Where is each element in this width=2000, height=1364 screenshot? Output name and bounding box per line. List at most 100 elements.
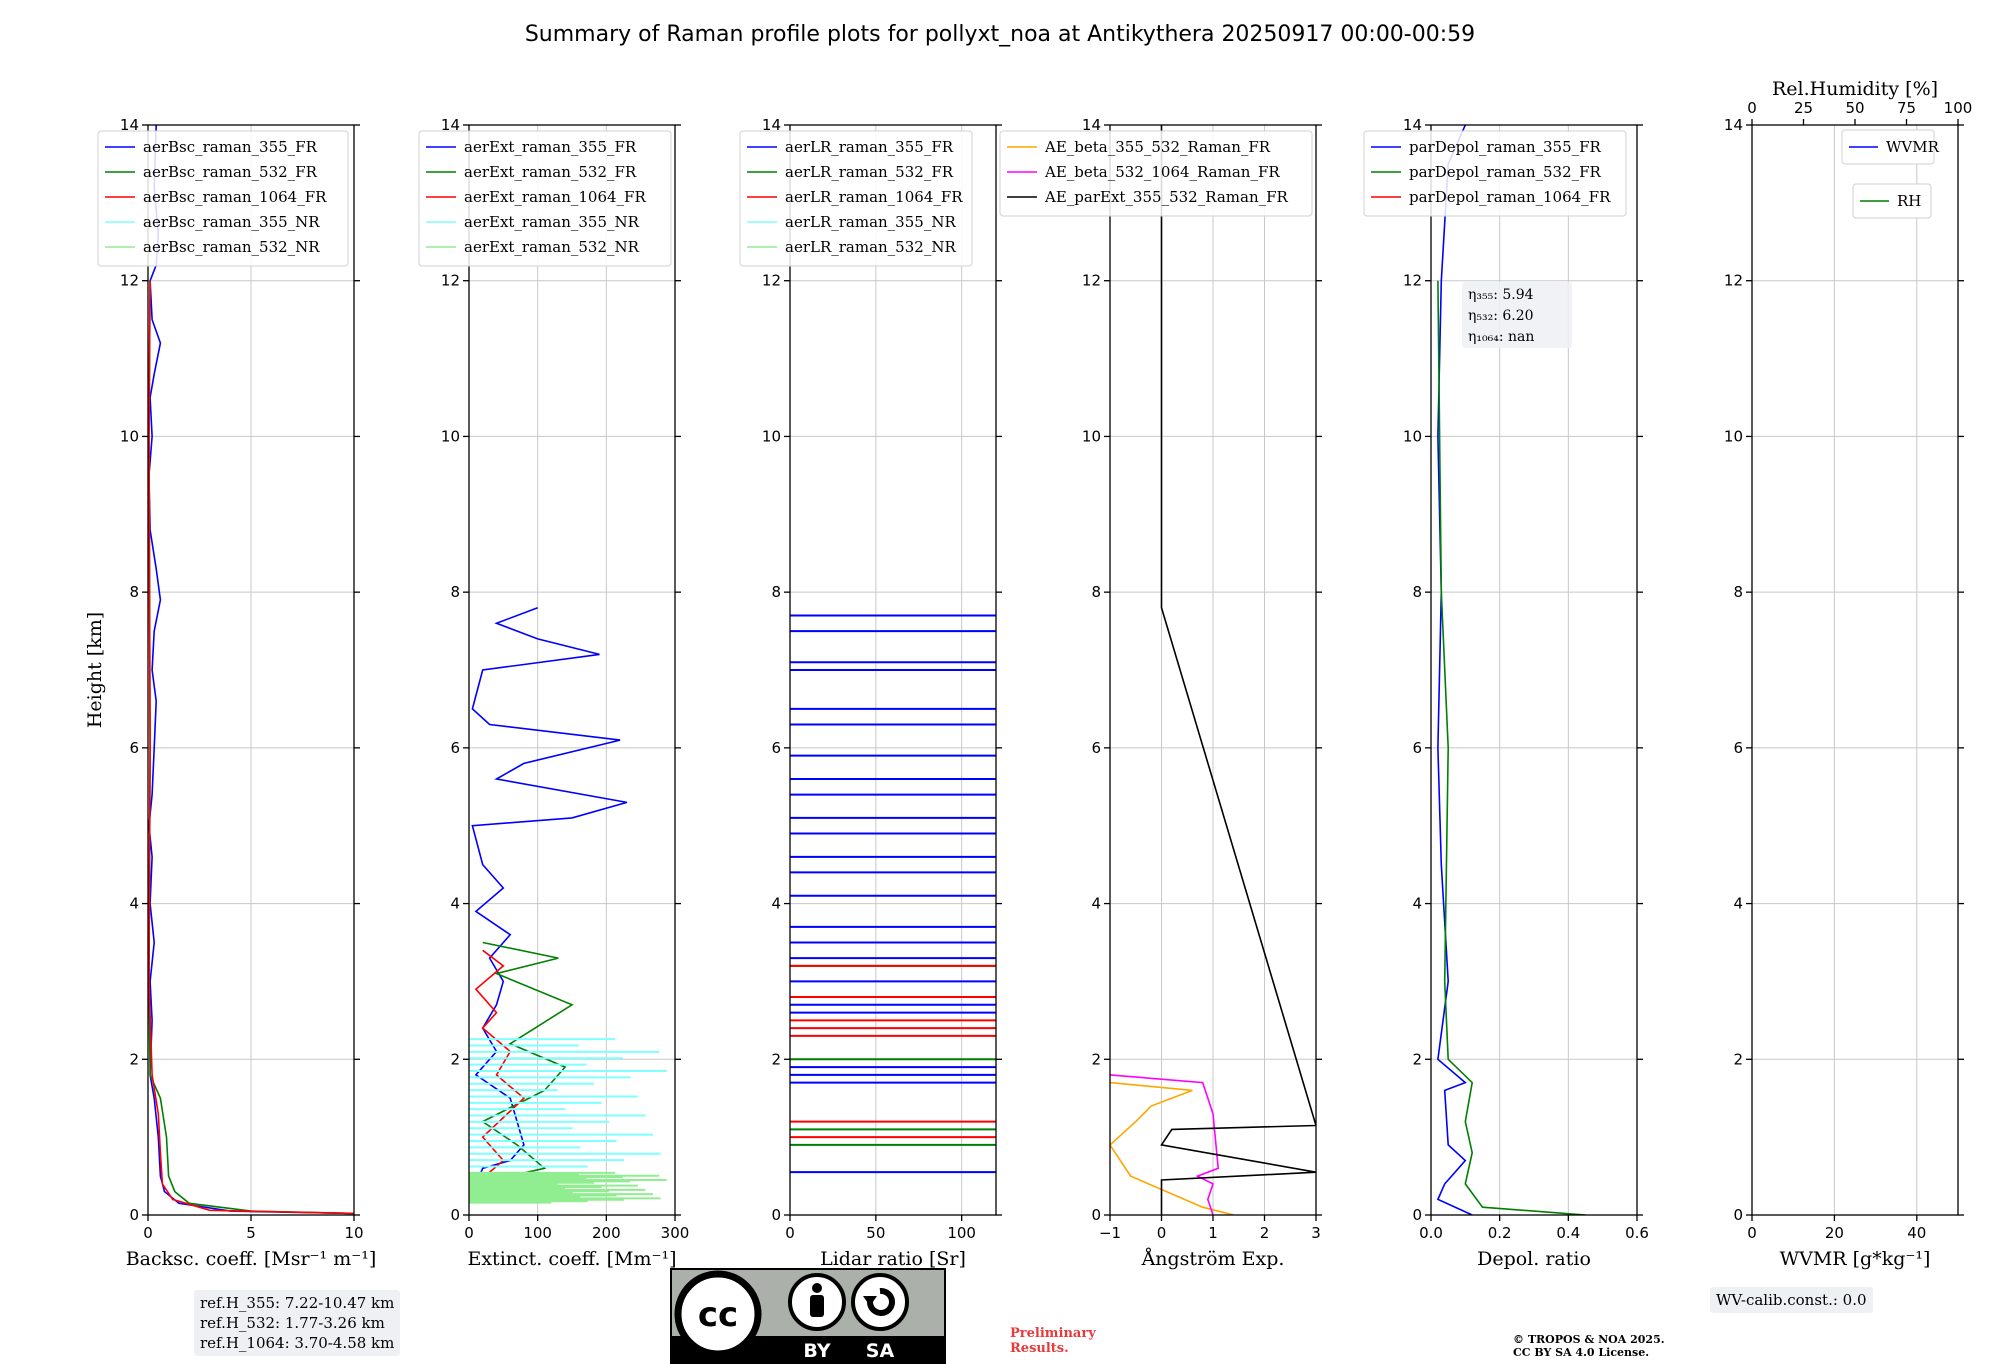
- y-tick-label: 12: [1082, 272, 1101, 290]
- y-tick-label: 2: [450, 1050, 460, 1068]
- x2-tick-label: 25: [1794, 99, 1813, 117]
- x-tick-label: 0.6: [1625, 1224, 1649, 1242]
- y-tick-label: 0: [1091, 1206, 1101, 1224]
- legend-entry: aerLR_raman_532_NR: [785, 238, 956, 256]
- x-axis-label: Backsc. coeff. [Msr⁻¹ m⁻¹]: [126, 1248, 377, 1270]
- y-tick-label: 6: [450, 739, 460, 757]
- x-tick-label: 100: [523, 1224, 552, 1242]
- x-tick-label: −1: [1099, 1224, 1121, 1242]
- axes-frame: [789, 124, 997, 1216]
- y-tick-label: 8: [1091, 583, 1101, 601]
- y-tick-label: 4: [771, 895, 781, 913]
- y-tick-label: 10: [120, 427, 139, 445]
- y-tick-label: 4: [1091, 895, 1101, 913]
- series-aerExt_raman_532_FR: [475, 941, 574, 1185]
- legend: aerBsc_raman_355_FR aerBsc_raman_532_FRae…: [97, 130, 349, 267]
- y-tick-label: 2: [1412, 1050, 1422, 1068]
- x2-tick-label: 100: [1944, 99, 1973, 117]
- axes-frame: [1430, 124, 1638, 1216]
- y-tick-label: 6: [1091, 739, 1101, 757]
- x-tick-label: 0: [464, 1224, 474, 1242]
- y-tick-label: 2: [771, 1050, 781, 1068]
- axes-frame: [1751, 124, 1959, 1216]
- cc-icon: [674, 1270, 762, 1358]
- y-tick-label: 8: [129, 583, 139, 601]
- preliminary-line-2: Results.: [1010, 1341, 1069, 1356]
- series-AE_beta_532_1064_Raman_FR: [1110, 1074, 1220, 1215]
- preliminary-line-1: Preliminary: [1010, 1326, 1096, 1341]
- x-axis-label: Extinct. coeff. [Mm⁻¹]: [467, 1248, 676, 1270]
- x-tick-label: 5: [246, 1224, 256, 1242]
- svg-text:cc: cc: [698, 1295, 738, 1335]
- legend-entry: RH: [1897, 192, 1921, 210]
- y-tick-label: 8: [450, 583, 460, 601]
- series-AE_beta_355_532_Raman_FR: [1110, 1081, 1234, 1215]
- data-layer: [790, 614, 996, 1174]
- panel-backscatter: 0 2 4 6 8 10 12 14 0 5 10 Backsc. coeff. [Msr⁻¹ m⁻¹…: [97, 116, 377, 1270]
- x-tick-label: 0: [143, 1224, 153, 1242]
- copyright-note: © TROPOS & NOA 2025. CC BY SA 4.0 Licens…: [1513, 1333, 1665, 1359]
- panel-extinction: 0 2 4 6 8 10 12 14 0 100 200 300 Extinct. coeff. [Mm…: [418, 116, 689, 1270]
- x-tick-label: 0.0: [1419, 1224, 1443, 1242]
- panel-depol: 0 2 4 6 8 10 12 14 0.0 0.2 0.4 0.6 Depol. ratio parDe…: [1363, 116, 1649, 1270]
- ref-height-355: ref.H_355: 7.22-10.47 km: [200, 1294, 395, 1312]
- y-tick-label: 4: [450, 895, 460, 913]
- y-tick-label: 0: [1733, 1206, 1743, 1224]
- data-layer: [148, 125, 354, 1215]
- y-tick-label: 12: [441, 272, 460, 290]
- eta-value: η₁₀₆₄: nan: [1468, 329, 1534, 345]
- legend-entry: aerLR_raman_355_FR: [785, 138, 954, 156]
- x-tick-label: 0: [1747, 1224, 1757, 1242]
- wv-calibration-box: WV-calib.const.: 0.0: [1710, 1287, 1873, 1313]
- series-aerExt_raman_355_FR: [471, 606, 628, 1185]
- series-parDepol_raman_532_FR: [1437, 280, 1586, 1215]
- y-tick-label: 10: [1082, 427, 1101, 445]
- legend-entry: aerExt_raman_532_FR: [464, 163, 637, 181]
- y-tick-label: 2: [129, 1050, 139, 1068]
- x-tick-label: 10: [344, 1224, 363, 1242]
- legend: AE_beta_355_532_Raman_FR AE_beta_532_1064…: [999, 130, 1313, 217]
- eta-value: η₃₅₅: 5.94: [1468, 287, 1534, 303]
- legend-entry: parDepol_raman_355_FR: [1409, 138, 1602, 156]
- legend-entry: aerBsc_raman_355_FR: [143, 138, 318, 156]
- y-tick-label: 12: [120, 272, 139, 290]
- legend-entry: aerExt_raman_355_FR: [464, 138, 637, 156]
- legend-entry: aerBsc_raman_355_NR: [143, 213, 320, 231]
- preliminary-note: Preliminary Results.: [1010, 1326, 1096, 1356]
- legend-entry: AE_parExt_355_532_Raman_FR: [1044, 188, 1289, 206]
- x2-tick-label: 75: [1897, 99, 1916, 117]
- x-tick-label: 0.2: [1488, 1224, 1512, 1242]
- copyright-line-1: © TROPOS & NOA 2025.: [1513, 1333, 1665, 1346]
- axes-frame: [468, 124, 676, 1216]
- ref-height-532: ref.H_532: 1.77-3.26 km: [200, 1314, 385, 1332]
- y-tick-label: 8: [1412, 583, 1422, 601]
- legend-entry: aerLR_raman_1064_FR: [785, 188, 963, 206]
- legend-entry: aerBsc_raman_1064_FR: [143, 188, 327, 206]
- data-layer: [469, 606, 667, 1204]
- legend: WVMR RH: [1841, 129, 1940, 219]
- y-tick-label: 14: [1403, 116, 1422, 134]
- legend-entry: WVMR: [1886, 138, 1940, 156]
- y-tick-label: 0: [771, 1206, 781, 1224]
- x-tick-label: 0.4: [1556, 1224, 1580, 1242]
- data-layer: [1110, 125, 1316, 1215]
- x-axis-label: Ångström Exp.: [1141, 1248, 1285, 1270]
- x-tick-label: 3: [1311, 1224, 1321, 1242]
- x-tick-label: 0: [785, 1224, 795, 1242]
- x-axis-label: Depol. ratio: [1477, 1248, 1591, 1270]
- legend-entry: aerExt_raman_1064_FR: [464, 188, 646, 206]
- x-tick-label: 100: [947, 1224, 976, 1242]
- legend-entry: aerBsc_raman_532_FR: [143, 163, 318, 181]
- y-tick-label: 10: [1403, 427, 1422, 445]
- legend-entry: AE_beta_355_532_Raman_FR: [1044, 138, 1271, 156]
- eta-value: η₅₃₂: 6.20: [1468, 308, 1534, 324]
- x-tick-label: 0: [1157, 1224, 1167, 1242]
- x-tick-label: 20: [1825, 1224, 1844, 1242]
- y-tick-label: 0: [450, 1206, 460, 1224]
- legend: aerLR_raman_355_FR aerLR_raman_532_FR aerL…: [739, 130, 973, 267]
- x2-tick-label: 0: [1747, 99, 1757, 117]
- y-tick-label: 6: [129, 739, 139, 757]
- legend-entry: aerLR_raman_532_FR: [785, 163, 954, 181]
